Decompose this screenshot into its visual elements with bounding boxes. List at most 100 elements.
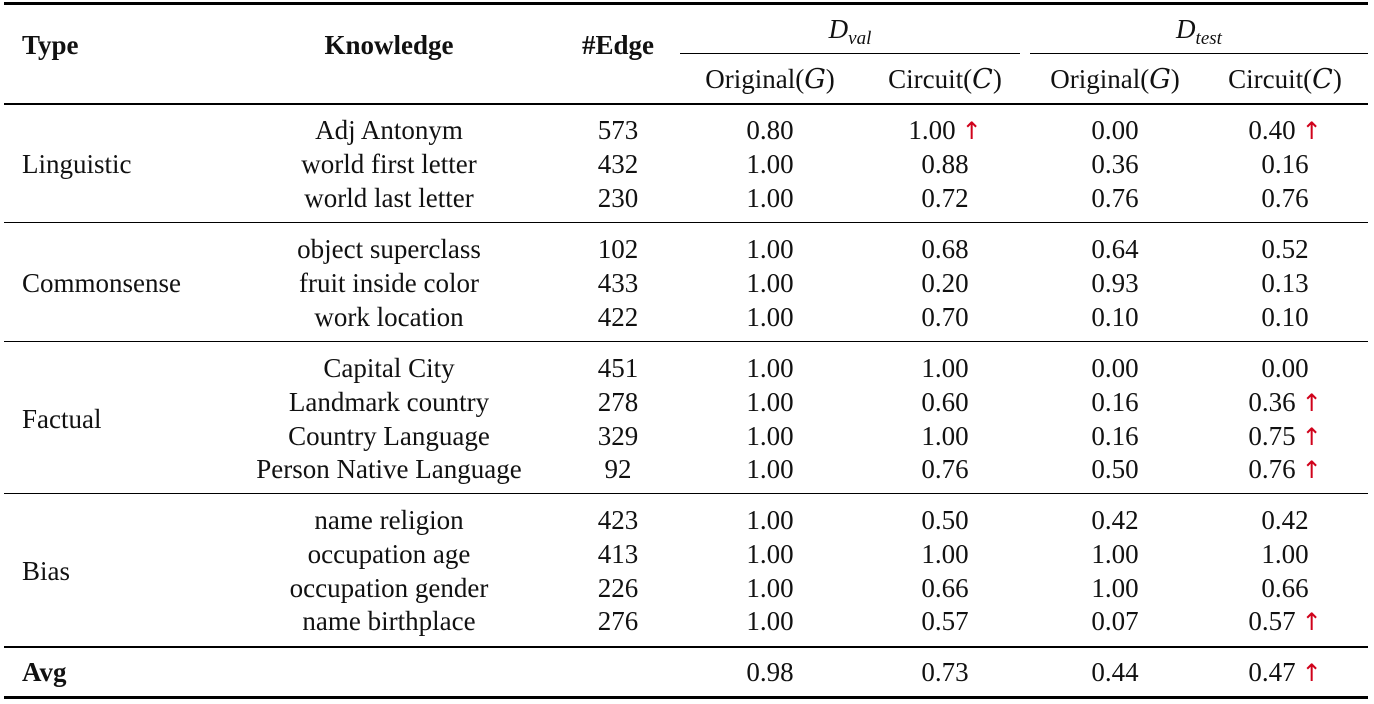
test-circuit-cell: 0.76 bbox=[1200, 181, 1370, 215]
dtest-subscript: test bbox=[1195, 28, 1222, 49]
cell-value: 0.36 bbox=[1248, 386, 1296, 417]
val-circuit-cell: 0.60 bbox=[860, 385, 1030, 419]
test-original-cell: 0.93 bbox=[1030, 266, 1200, 300]
test-circuit-cell: 0.66 bbox=[1200, 571, 1370, 605]
edge-cell: 433 bbox=[597, 267, 639, 298]
cell-value: 0.73 bbox=[921, 657, 969, 687]
avg-test-circuit: 0.47 ↑ bbox=[1200, 655, 1370, 690]
cell-value: 0.76 bbox=[1261, 182, 1309, 213]
edge-cell: 451 bbox=[597, 353, 639, 383]
header-knowledge: Knowledge bbox=[324, 30, 454, 60]
val-original-cell: 1.00 bbox=[680, 385, 860, 419]
edge-cell: 422 bbox=[597, 301, 639, 332]
cell-value: 0.16 bbox=[1261, 148, 1309, 179]
cell-value: 1.00 bbox=[746, 572, 794, 603]
val-original-cell: 1.00 bbox=[680, 181, 860, 215]
val-circuit-cell: 0.72 bbox=[860, 181, 1030, 215]
cell-value: 1.00 bbox=[746, 301, 794, 332]
test-circuit-cell: 1.00 bbox=[1200, 537, 1370, 571]
knowledge-cell: fruit inside color bbox=[299, 267, 479, 298]
avg-test-original: 0.44 bbox=[1030, 655, 1200, 689]
val-circuit-cell: 0.70 bbox=[860, 300, 1030, 334]
cell-value: 0.98 bbox=[746, 657, 794, 687]
cell-value: 0.13 bbox=[1261, 267, 1309, 298]
test-original-cell: 0.07 bbox=[1030, 604, 1200, 638]
cell-value: 0.76 bbox=[1248, 454, 1296, 485]
cell-value: 1.00 bbox=[746, 420, 794, 451]
cell-value: 1.00 bbox=[746, 606, 794, 637]
test-original-cell: 0.00 bbox=[1030, 113, 1200, 147]
test-original-cell: 0.50 bbox=[1030, 452, 1200, 486]
cell-value: 0.68 bbox=[921, 234, 969, 264]
val-circuit-cell: 0.76 bbox=[860, 452, 1030, 486]
increase-arrow-icon: ↑ bbox=[1301, 117, 1322, 145]
header-val-circuit: Circuit(C) bbox=[888, 64, 1002, 95]
test-original-cell: 0.00 bbox=[1030, 351, 1200, 385]
val-original-cell: 1.00 bbox=[680, 419, 860, 453]
group-rule-2 bbox=[4, 341, 1368, 342]
val-original-cell: 0.80 bbox=[680, 113, 860, 147]
val-original-cell: 1.00 bbox=[680, 300, 860, 334]
val-original-cell: 1.00 bbox=[680, 452, 860, 486]
cell-value: 1.00 bbox=[746, 538, 794, 569]
test-original-cell: 0.36 bbox=[1030, 147, 1200, 181]
val-original-cell: 1.00 bbox=[680, 232, 860, 266]
val-circuit-cell: 0.50 bbox=[860, 503, 1030, 537]
cell-value: 0.47 bbox=[1248, 657, 1296, 687]
cell-value: 0.75 bbox=[1248, 420, 1296, 451]
val-original-cell: 1.00 bbox=[680, 351, 860, 385]
top-rule bbox=[4, 2, 1368, 5]
knowledge-cell: name religion bbox=[314, 505, 464, 535]
group-type-label: Factual bbox=[22, 403, 102, 434]
cell-value: 0.50 bbox=[921, 505, 969, 535]
bottom-rule bbox=[4, 696, 1368, 699]
increase-arrow-icon: ↑ bbox=[1301, 456, 1322, 485]
dtest-cmidrule bbox=[1030, 53, 1368, 54]
cell-value: 0.00 bbox=[1091, 353, 1139, 383]
cell-value: 1.00 bbox=[1261, 538, 1309, 569]
cell-value: 0.07 bbox=[1091, 606, 1139, 637]
header-edge: #Edge bbox=[581, 30, 654, 60]
cell-value: 0.42 bbox=[1091, 505, 1139, 535]
avg-val-original: 0.98 bbox=[680, 655, 860, 689]
knowledge-cell: name birthplace bbox=[302, 606, 476, 637]
edge-cell: 102 bbox=[597, 234, 639, 264]
val-circuit-cell: 0.68 bbox=[860, 232, 1030, 266]
group-rule-1 bbox=[4, 222, 1368, 223]
avg-rule bbox=[4, 646, 1368, 648]
val-circuit-cell: 0.20 bbox=[860, 266, 1030, 300]
test-circuit-cell: 0.40 ↑ bbox=[1200, 113, 1370, 148]
cell-value: 1.00 bbox=[746, 505, 794, 535]
val-original-cell: 1.00 bbox=[680, 147, 860, 181]
cell-value: 0.88 bbox=[921, 148, 969, 179]
test-circuit-cell: 0.13 bbox=[1200, 266, 1370, 300]
test-original-cell: 0.16 bbox=[1030, 385, 1200, 419]
increase-arrow-icon: ↑ bbox=[1301, 388, 1322, 417]
knowledge-cell: Capital City bbox=[323, 353, 455, 383]
group-type-label: Commonsense bbox=[22, 267, 181, 298]
cell-value: 0.93 bbox=[1091, 267, 1139, 298]
cell-value: 1.00 bbox=[746, 267, 794, 298]
test-original-cell: 0.76 bbox=[1030, 181, 1200, 215]
cell-value: 0.10 bbox=[1091, 301, 1139, 332]
header-type: Type bbox=[22, 30, 79, 60]
edge-cell: 92 bbox=[604, 454, 632, 485]
cell-value: 1.00 bbox=[746, 182, 794, 213]
cell-value: 0.72 bbox=[921, 182, 969, 213]
cell-value: 0.60 bbox=[921, 386, 969, 417]
cell-value: 0.44 bbox=[1091, 657, 1139, 687]
dval-subscript: val bbox=[848, 28, 872, 49]
dtest-symbol: D bbox=[1176, 14, 1196, 44]
knowledge-cell: world first letter bbox=[301, 148, 477, 179]
cell-value: 0.76 bbox=[1091, 182, 1139, 213]
cell-value: 0.70 bbox=[921, 301, 969, 332]
knowledge-cell: object superclass bbox=[297, 234, 481, 264]
cell-value: 0.57 bbox=[1248, 606, 1296, 637]
cell-value: 0.42 bbox=[1261, 505, 1309, 535]
edge-cell: 329 bbox=[597, 420, 639, 451]
test-circuit-cell: 0.10 bbox=[1200, 300, 1370, 334]
knowledge-cell: work location bbox=[314, 301, 464, 332]
dval-cmidrule bbox=[680, 53, 1020, 54]
cell-value: 0.20 bbox=[921, 267, 969, 298]
cell-value: 1.00 bbox=[921, 420, 969, 451]
